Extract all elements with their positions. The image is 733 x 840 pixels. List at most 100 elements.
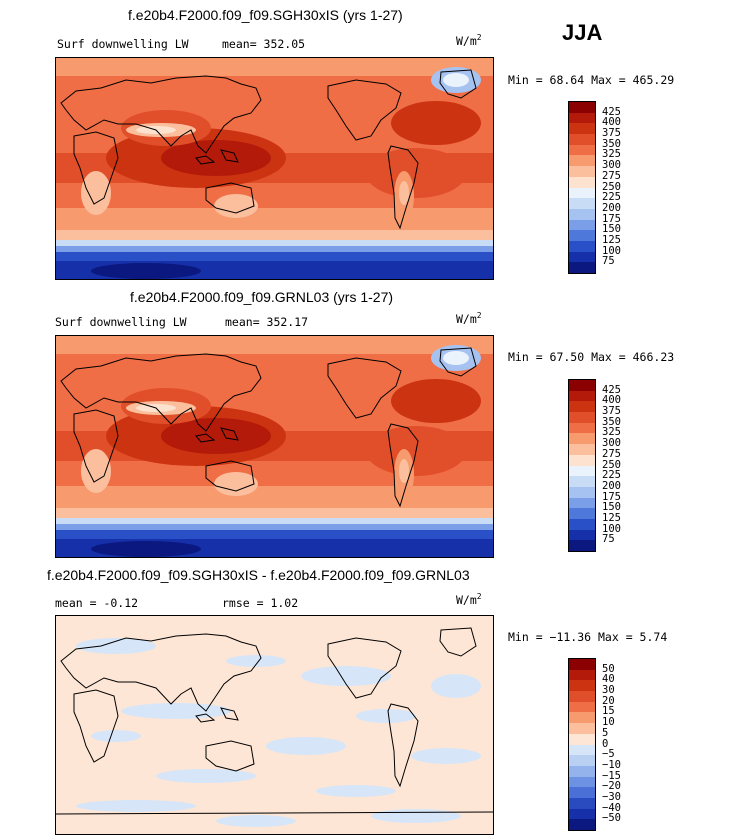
panel3-colorbar xyxy=(568,658,596,831)
colorbar-tick-label: 15 xyxy=(602,705,615,718)
panel1-title: f.e20b4.F2000.f09_f09.SGH30xIS (yrs 1-27… xyxy=(128,7,403,23)
colorbar-tick-label: 125 xyxy=(602,511,621,524)
colorbar-tick-label: 30 xyxy=(602,684,615,697)
colorbar-segment xyxy=(569,765,595,777)
colorbar-segment xyxy=(569,518,595,530)
colorbar-tick-label: 150 xyxy=(602,501,621,514)
colorbar-tick-label: 20 xyxy=(602,694,615,707)
panel3-rmse: rmse = 1.02 xyxy=(222,596,299,610)
colorbar-tick-label: 75 xyxy=(602,533,615,546)
colorbar-tick-label: 200 xyxy=(602,479,621,492)
colorbar-segment xyxy=(569,412,595,423)
colorbar-segment xyxy=(569,659,595,670)
colorbar-tick-label: 0 xyxy=(602,737,609,750)
colorbar-tick-label: −5 xyxy=(602,748,615,761)
colorbar-segment xyxy=(569,251,595,263)
panel2-mean: mean= 352.17 xyxy=(225,315,309,329)
panel2-minmax: Min = 67.50 Max = 466.23 xyxy=(508,350,675,364)
colorbar-segment xyxy=(569,134,595,145)
colorbar-segment xyxy=(569,230,595,241)
colorbar-segment xyxy=(569,112,595,124)
panel3-title: f.e20b4.F2000.f09_f09.SGH30xIS - f.e20b4… xyxy=(47,567,470,583)
colorbar-segment xyxy=(569,422,595,434)
colorbar-segment xyxy=(569,486,595,498)
colorbar-segment xyxy=(569,540,595,551)
colorbar-segment xyxy=(569,755,595,766)
colorbar-tick-label: 350 xyxy=(602,415,621,428)
panel3-units: W/m2 xyxy=(456,592,482,607)
colorbar-segment xyxy=(569,744,595,756)
panel2-title: f.e20b4.F2000.f09_f09.GRNL03 (yrs 1-27) xyxy=(130,289,394,305)
colorbar-segment xyxy=(569,787,595,798)
colorbar-tick-label: 100 xyxy=(602,522,621,535)
colorbar-segment xyxy=(569,208,595,220)
panel1-units: W/m2 xyxy=(456,33,482,48)
colorbar-segment xyxy=(569,808,595,820)
colorbar-tick-label: 325 xyxy=(602,426,621,439)
colorbar-segment xyxy=(569,444,595,455)
colorbar-tick-label: 10 xyxy=(602,716,615,729)
colorbar-tick-label: −30 xyxy=(602,790,621,803)
colorbar-segment xyxy=(569,776,595,788)
colorbar-segment xyxy=(569,155,595,167)
colorbar-segment xyxy=(569,691,595,702)
colorbar-segment xyxy=(569,733,595,745)
colorbar-segment xyxy=(569,240,595,252)
panel1-variable: Surf downwelling LW xyxy=(57,37,189,51)
colorbar-tick-label: 350 xyxy=(602,137,621,150)
colorbar-segment xyxy=(569,166,595,177)
panel3-mean: mean = -0.12 xyxy=(55,596,139,610)
colorbar-tick-label: −20 xyxy=(602,780,621,793)
colorbar-tick-label: 225 xyxy=(602,191,621,204)
colorbar-segment xyxy=(569,144,595,156)
colorbar-segment xyxy=(569,476,595,487)
panel1-map xyxy=(55,57,494,280)
colorbar-segment xyxy=(569,262,595,273)
colorbar-tick-label: 300 xyxy=(602,437,621,450)
colorbar-segment xyxy=(569,497,595,509)
colorbar-segment xyxy=(569,187,595,199)
colorbar-tick-label: −50 xyxy=(602,812,621,825)
colorbar-tick-label: 325 xyxy=(602,148,621,161)
panel2-colorbar xyxy=(568,379,596,552)
colorbar-tick-label: 275 xyxy=(602,447,621,460)
colorbar-tick-label: 200 xyxy=(602,201,621,214)
colorbar-tick-label: 425 xyxy=(602,383,621,396)
panel2-variable: Surf downwelling LW xyxy=(55,315,187,329)
colorbar-tick-label: 375 xyxy=(602,405,621,418)
colorbar-tick-label: −10 xyxy=(602,758,621,771)
colorbar-segment xyxy=(569,219,595,231)
colorbar-segment xyxy=(569,102,595,113)
colorbar-segment xyxy=(569,712,595,724)
season-label: JJA xyxy=(562,20,603,45)
colorbar-tick-label: 150 xyxy=(602,223,621,236)
colorbar-tick-label: 250 xyxy=(602,180,621,193)
colorbar-segment xyxy=(569,401,595,413)
colorbar-tick-label: 250 xyxy=(602,458,621,471)
colorbar-segment xyxy=(569,390,595,402)
colorbar-segment xyxy=(569,680,595,692)
colorbar-segment xyxy=(569,508,595,519)
colorbar-tick-label: −40 xyxy=(602,801,621,814)
colorbar-segment xyxy=(569,797,595,809)
colorbar-tick-label: 400 xyxy=(602,116,621,129)
colorbar-segment xyxy=(569,123,595,135)
colorbar-tick-label: 125 xyxy=(602,233,621,246)
colorbar-tick-label: 400 xyxy=(602,394,621,407)
colorbar-segment xyxy=(569,198,595,209)
colorbar-segment xyxy=(569,465,595,477)
colorbar-segment xyxy=(569,380,595,391)
colorbar-tick-label: 175 xyxy=(602,212,621,225)
panel3-minmax: Min = −11.36 Max = 5.74 xyxy=(508,630,668,644)
colorbar-tick-label: 75 xyxy=(602,255,615,268)
colorbar-segment xyxy=(569,701,595,713)
colorbar-tick-label: 225 xyxy=(602,469,621,482)
colorbar-segment xyxy=(569,176,595,188)
colorbar-segment xyxy=(569,723,595,734)
panel3-map xyxy=(55,615,494,835)
panel1-colorbar xyxy=(568,101,596,274)
colorbar-tick-label: 50 xyxy=(602,662,615,675)
panel2-map xyxy=(55,335,494,558)
colorbar-segment xyxy=(569,669,595,681)
colorbar-segment xyxy=(569,529,595,541)
